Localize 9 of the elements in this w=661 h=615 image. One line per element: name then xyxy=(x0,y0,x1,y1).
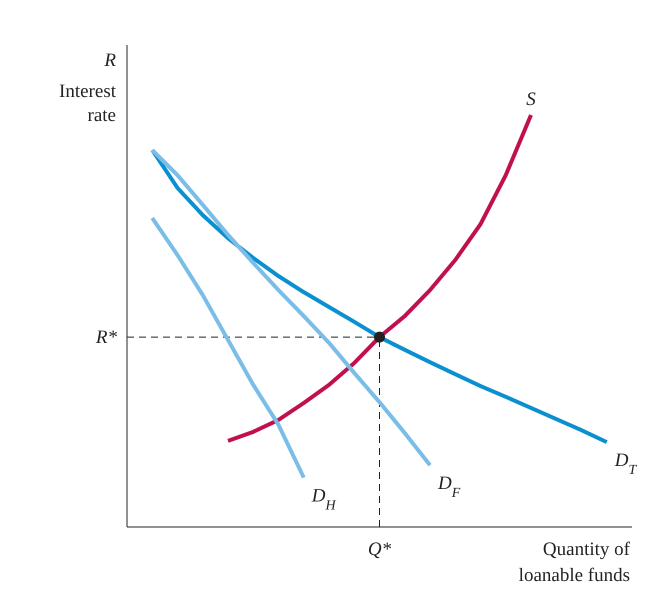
text: R* xyxy=(96,327,117,348)
x-axis-title: Quantity of loanable funds xyxy=(518,539,631,586)
series-label: S xyxy=(526,89,536,110)
text: Q* xyxy=(368,539,392,560)
text: R xyxy=(103,50,116,71)
y-axis-title: Interest rate xyxy=(59,81,117,126)
series-label: D$_{F}$ xyxy=(437,473,461,501)
series-label: D$_{T}$ xyxy=(614,450,638,478)
series-label: D$_{H}$ xyxy=(310,486,336,514)
